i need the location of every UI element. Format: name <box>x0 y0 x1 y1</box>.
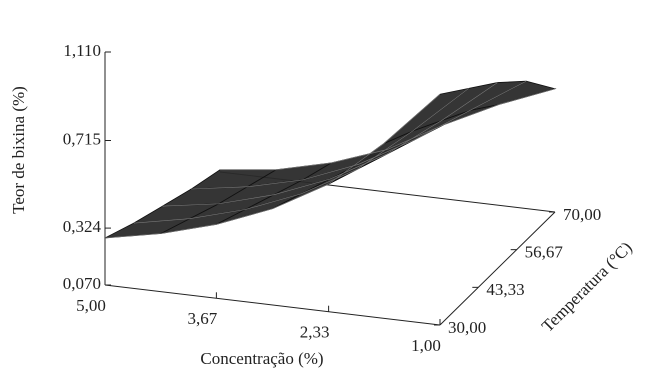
x-tick-label: 3,67 <box>188 309 218 328</box>
z-tick-label: 0,715 <box>63 129 101 148</box>
x-axis <box>104 284 441 326</box>
y-tick-label: 30,00 <box>448 318 486 337</box>
y-tick-label: 56,67 <box>525 243 564 262</box>
surface-line <box>133 88 469 224</box>
y-axis <box>439 211 556 326</box>
surface-line <box>104 93 441 239</box>
surface-line <box>191 80 527 190</box>
z-tick-label: 0,324 <box>63 217 102 236</box>
x-tick-label: 2,33 <box>300 323 330 342</box>
z-tick-label: 0,070 <box>63 274 101 293</box>
x-axis-label: Concentração (%) <box>200 349 323 368</box>
z-axis-label: Teor de bixina (%) <box>9 86 28 214</box>
x-tick-label: 1,00 <box>411 336 441 355</box>
x-tick-label: 5,00 <box>76 296 106 315</box>
surface-line <box>162 82 498 207</box>
surface-cell <box>357 120 442 170</box>
z-tick-label: 1,110 <box>63 41 101 60</box>
y-tick-label: 43,33 <box>486 280 524 299</box>
surface-line <box>219 88 556 171</box>
y-tick-label: 70,00 <box>563 205 601 224</box>
